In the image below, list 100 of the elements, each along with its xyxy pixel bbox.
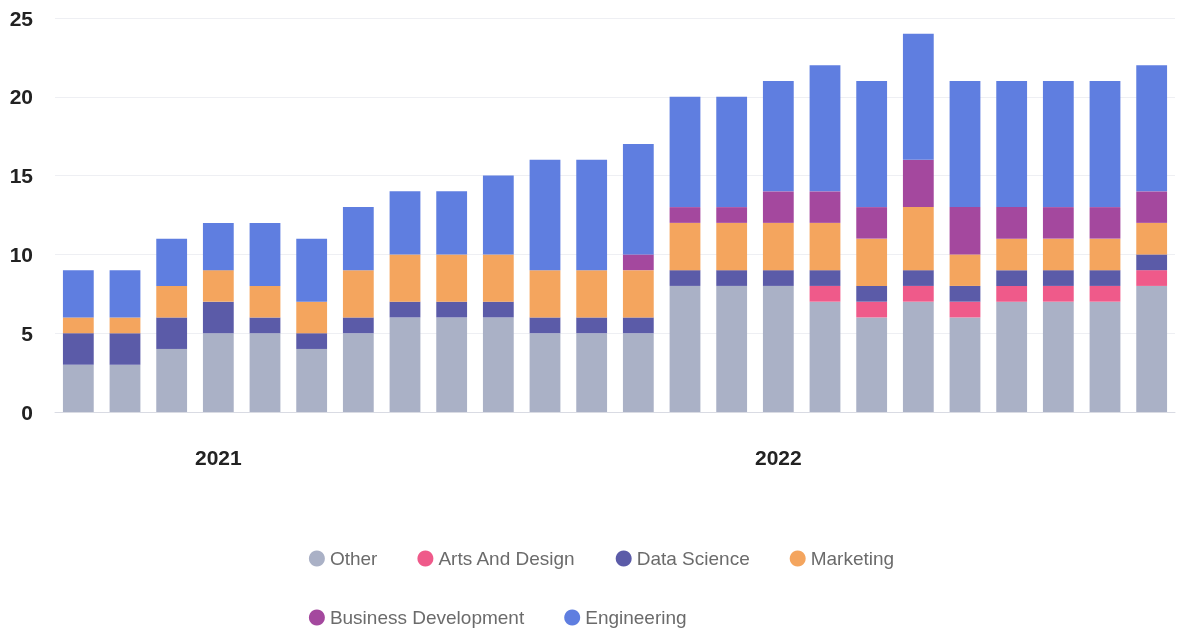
bar: [762, 81, 794, 192]
bar: [996, 238, 1028, 271]
bar: [62, 270, 94, 318]
legend-label: Other: [329, 548, 379, 569]
bar: [949, 207, 981, 255]
bar: [389, 317, 421, 412]
legend-label: Marketing: [810, 548, 895, 569]
bar: [202, 333, 234, 412]
bar: [389, 301, 421, 318]
bar: [622, 317, 654, 334]
bar: [902, 33, 934, 160]
bar: [109, 317, 141, 334]
bar: [296, 238, 328, 302]
bar: [669, 222, 701, 271]
y-tick-label: 15: [9, 164, 34, 188]
bar: [1136, 285, 1168, 412]
bar: [949, 317, 981, 412]
bar: [996, 207, 1028, 239]
bar: [1042, 301, 1074, 412]
bar: [62, 333, 94, 365]
bar: [902, 301, 934, 412]
bar: [109, 270, 141, 318]
bar: [809, 65, 841, 192]
bar: [1136, 270, 1168, 286]
bar: [249, 317, 281, 334]
bar: [949, 254, 981, 286]
bar: [296, 348, 328, 412]
bar: [669, 96, 701, 208]
bar: [529, 159, 561, 271]
bar: [202, 301, 234, 334]
bar: [576, 333, 608, 412]
bar: [996, 301, 1028, 412]
bar: [389, 191, 421, 255]
bar: [856, 81, 888, 208]
bar: [436, 301, 468, 318]
bar: [856, 301, 888, 318]
bar: [576, 317, 608, 334]
y-tick-label: 25: [9, 6, 34, 30]
bar: [296, 333, 328, 349]
bar: [762, 191, 794, 223]
bar: [902, 207, 934, 271]
bar: [1042, 238, 1074, 271]
bar: [482, 301, 514, 318]
bar: [809, 222, 841, 271]
bar: [716, 285, 748, 412]
y-tick-label: 10: [9, 242, 33, 266]
y-tick-label: 5: [21, 321, 34, 345]
legend-label: Arts And Design: [438, 548, 575, 569]
bar: [762, 270, 794, 286]
bar: [856, 207, 888, 239]
bar: [529, 270, 561, 318]
legend-label: Data Science: [636, 548, 750, 569]
bar: [249, 333, 281, 412]
bar: [669, 285, 701, 412]
bar: [949, 285, 981, 302]
bar: [669, 207, 701, 223]
bar: [156, 285, 188, 318]
bar: [529, 317, 561, 334]
bar: [109, 364, 141, 412]
legend-label: Business Development: [329, 607, 525, 628]
bar: [949, 301, 981, 318]
bar: [109, 333, 141, 365]
bar: [1042, 207, 1074, 239]
bar: [1089, 81, 1121, 208]
bar: [342, 317, 374, 334]
bar: [1089, 207, 1121, 239]
bar: [1089, 270, 1121, 286]
bar: [296, 301, 328, 334]
bar: [809, 285, 841, 302]
bar: [1042, 285, 1074, 302]
bar: [249, 222, 281, 286]
bar: [482, 317, 514, 412]
bar: [482, 175, 514, 255]
bar: [622, 254, 654, 271]
bar: [622, 144, 654, 255]
bar: [996, 270, 1028, 286]
x-tick-label: 2022: [754, 446, 802, 469]
bar: [996, 81, 1028, 208]
bar: [342, 270, 374, 318]
bar: [809, 191, 841, 223]
bar: [342, 333, 374, 412]
bar: [762, 285, 794, 412]
bar: [249, 285, 281, 318]
bar: [856, 238, 888, 286]
bar: [1089, 238, 1121, 271]
bar: [202, 270, 234, 302]
bar: [156, 317, 188, 349]
bar: [856, 285, 888, 302]
bar: [716, 96, 748, 208]
bar: [389, 254, 421, 302]
bar: [1042, 270, 1074, 286]
bar: [622, 270, 654, 318]
bar: [202, 222, 234, 271]
bar: [622, 333, 654, 412]
bar: [156, 348, 188, 412]
bar: [62, 317, 94, 334]
bar: [342, 207, 374, 271]
bar: [716, 207, 748, 223]
bar: [1089, 301, 1121, 412]
legend-label: Engineering: [585, 607, 687, 628]
